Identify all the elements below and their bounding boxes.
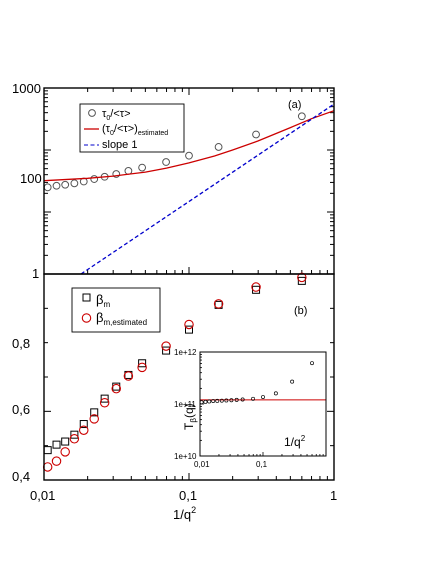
beta-estimated-point (213, 299, 224, 309)
beta-m-point (79, 420, 88, 429)
legend-marker-tau-ratio (88, 109, 96, 117)
b-x-axis-label: 1/q2 (173, 505, 196, 522)
inset-point (251, 396, 255, 401)
inset-frame (199, 351, 327, 457)
inset-x-tick-0.1: 0,1 (256, 460, 268, 469)
inset-y-tick-1e12: 1e+12 (174, 348, 197, 357)
panel-a-legend: τ0/<τ> (τ0/<τ>)estimated slope 1 (79, 103, 185, 153)
beta-estimated-point (79, 425, 89, 435)
inset-point (310, 361, 314, 366)
beta-estimated-point (161, 341, 171, 351)
inset-point (290, 379, 295, 384)
series-slope-1-line (80, 103, 334, 274)
b-x-tick-1: 1 (330, 488, 337, 503)
beta-estimated-point (123, 371, 134, 381)
a-y-tick-1000: 1000 (12, 81, 41, 96)
series-estimated-line (44, 110, 334, 182)
a-y-tick-100: 100 (20, 171, 42, 186)
beta-estimated-point (111, 383, 122, 394)
inset-y-tick-1e10: 1e+10 (174, 452, 197, 461)
panel-a-label: (a) (288, 99, 301, 111)
tau-ratio-point (112, 170, 121, 178)
beta-estimated-point (99, 397, 110, 408)
panel-a-legend-box (79, 103, 185, 153)
inset-y-tick-1e11: 1e+11 (174, 400, 196, 409)
panel-b: 0,8 0,6 0,4 0,01 0,1 1 1/q2 (b) βm βm,es… (12, 272, 337, 522)
panel-a: 1000 100 1 (a) τ0/<τ> (τ0/<τ>)estimated … (12, 81, 335, 281)
beta-m-point (90, 408, 99, 417)
tau-ratio-point (297, 112, 306, 121)
legend-label-slope: slope 1 (102, 139, 137, 151)
b-y-tick-0.4: 0,4 (12, 469, 30, 484)
beta-estimated-point (60, 447, 70, 457)
tau-ratio-point (90, 175, 99, 183)
inset-point (261, 395, 265, 400)
beta-m-point (52, 440, 61, 449)
legend-label-estimated: (τ0/<τ>)estimated (102, 123, 168, 137)
beta-estimated-point (137, 362, 147, 373)
inset-panel: 1e+12 1e+11 1e+10 0,01 0,1 Tβ(q) 1/q2 (174, 348, 327, 469)
beta-estimated-point (251, 282, 261, 292)
tau-ratio-point (185, 151, 193, 160)
beta-estimated-point (89, 414, 99, 424)
b-y-tick-0.8: 0,8 (12, 336, 30, 351)
panel-b-frame (43, 273, 335, 481)
tau-ratio-point (52, 181, 61, 190)
legend-label-tau-ratio: τ0/<τ> (102, 108, 131, 122)
inset-point (211, 399, 216, 403)
inset-x-tick-0.01: 0,01 (194, 460, 210, 469)
inset-point (207, 399, 212, 404)
beta-m-point (162, 346, 171, 355)
inset-point (229, 398, 234, 403)
tau-ratio-point (214, 143, 223, 151)
a-y-tick-1: 1 (32, 266, 39, 281)
inset-point (215, 398, 220, 403)
b-x-tick-0.1: 0,1 (179, 488, 197, 503)
beta-m-point (70, 430, 79, 439)
tau-ratio-point (138, 163, 147, 172)
b-y-tick-0.6: 0,6 (12, 402, 30, 417)
legend-label-beta-m: βm (96, 292, 110, 309)
legend-marker-beta-estimated (81, 313, 92, 323)
tau-ratio-point (61, 180, 70, 189)
inset-point (203, 399, 208, 404)
inset-background (200, 352, 326, 456)
inset-point (273, 391, 278, 396)
beta-m-point (100, 394, 109, 403)
beta-estimated-point (297, 272, 307, 283)
beta-estimated-point (184, 319, 194, 330)
panel-b-legend: βm βm,estimated (71, 287, 161, 333)
tau-ratio-point (70, 179, 79, 188)
b-x-tick-0.01: 0,01 (30, 488, 55, 503)
inset-point (224, 398, 229, 403)
beta-m-point (185, 325, 193, 334)
inset-point (219, 398, 224, 403)
tau-ratio-point (252, 130, 260, 139)
inset-point (234, 397, 239, 402)
inset-point (240, 397, 245, 402)
beta-m-point (297, 276, 306, 285)
tau-ratio-point (162, 158, 170, 166)
panel-b-legend-box (71, 287, 161, 333)
beta-estimated-point (69, 434, 80, 444)
panel-b-label: (b) (294, 305, 307, 317)
beta-estimated-point (51, 456, 62, 466)
legend-label-beta-estimated: βm,estimated (96, 310, 147, 327)
legend-marker-beta-m (82, 293, 91, 302)
beta-m-point (138, 359, 147, 368)
inset-y-axis-label: Tβ(q) (182, 403, 198, 430)
inset-x-axis-label: 1/q2 (284, 434, 306, 449)
beta-m-point (61, 437, 70, 446)
